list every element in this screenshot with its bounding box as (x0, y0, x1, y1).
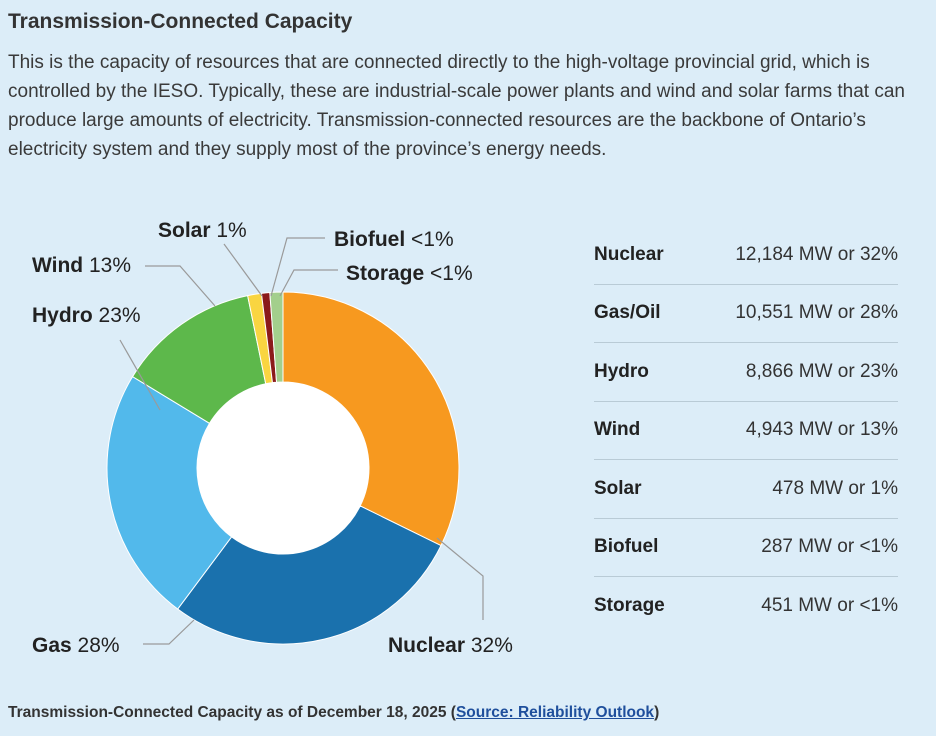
row-value: 4,943 MW or 13% (745, 419, 898, 441)
slice-label-solar: Solar 1% (158, 219, 247, 242)
slice-label-wind: Wind 13% (32, 254, 131, 277)
slice-label-name: Gas (32, 634, 72, 657)
row-name: Biofuel (594, 536, 659, 558)
slice-label-pct: 1% (211, 219, 247, 242)
row-value: 287 MW or <1% (761, 536, 898, 558)
slice-label-name: Biofuel (334, 228, 405, 251)
row-name: Nuclear (594, 243, 664, 265)
donut-slices (106, 291, 460, 645)
page-title: Transmission-Connected Capacity (8, 10, 353, 33)
slice-label-name: Hydro (32, 304, 93, 327)
slice-label-name: Wind (32, 254, 83, 277)
leader-line-solar (223, 243, 263, 297)
table-row: Solar 478 MW or 1% (594, 460, 898, 519)
slice-label-name: Solar (158, 219, 211, 242)
slice-labels: Nuclear 32% Gas 28% Hydro 23% Wind 13% Solar… (32, 219, 513, 657)
slice-label-pct: <1% (405, 228, 453, 251)
leader-line-gas-oil (143, 619, 195, 645)
row-value: 451 MW or <1% (761, 594, 898, 616)
caption-text: Transmission-Connected Capacity as of De… (8, 704, 451, 721)
row-name: Storage (594, 594, 665, 616)
slice-label-pct: 32% (465, 634, 513, 657)
slice-gas-oil (176, 505, 442, 645)
table-row: Nuclear 12,184 MW or 32% (594, 226, 898, 285)
leader-line-hydro (119, 339, 161, 411)
slice-label-pct: <1% (424, 262, 472, 285)
table-row: Biofuel 287 MW or <1% (594, 519, 898, 577)
row-value: 8,866 MW or 23% (745, 360, 898, 382)
table-row: Gas/Oil 10,551 MW or 28% (594, 285, 898, 343)
table-row: Hydro 8,866 MW or 23% (594, 343, 898, 402)
source-link[interactable]: Source: Reliability Outlook (455, 704, 655, 721)
slice-label-name: Storage (346, 262, 424, 285)
row-value: 10,551 MW or 28% (735, 302, 898, 324)
row-value: 12,184 MW or 32% (735, 243, 898, 265)
slice-label-gas-oil: Gas 28% (32, 634, 120, 657)
chart-caption: Transmission-Connected Capacity as of De… (8, 704, 659, 722)
row-name: Wind (594, 419, 641, 441)
leader-lines (119, 237, 484, 645)
slice-label-biofuel: Biofuel <1% (334, 228, 454, 251)
leader-line-biofuel (270, 237, 325, 297)
description: This is the capacity of resources that a… (8, 52, 905, 160)
slice-label-pct: 23% (93, 304, 141, 327)
slice-label-hydro: Hydro 23% (32, 304, 141, 327)
caption-close-paren: ) (654, 704, 660, 721)
slice-label-pct: 28% (72, 634, 120, 657)
row-value: 478 MW or 1% (772, 477, 898, 499)
leader-line-storage (279, 269, 338, 297)
leader-line-wind (145, 265, 216, 307)
leader-line-nuclear (436, 537, 484, 620)
caption-open-paren: ( (450, 704, 456, 721)
slice-label-storage: Storage <1% (346, 262, 473, 285)
slice-label-nuclear: Nuclear 32% (388, 634, 513, 657)
row-name: Hydro (594, 360, 649, 382)
donut-hole (197, 382, 369, 554)
table-row: Wind 4,943 MW or 13% (594, 402, 898, 460)
row-name: Solar (594, 477, 642, 499)
slice-label-name: Nuclear (388, 634, 465, 657)
donut-chart: Nuclear 32% Gas 28% Hydro 23% Wind 13% Solar… (32, 219, 513, 657)
capacity-table: Nuclear 12,184 MW or 32% Gas/Oil 10,551 … (594, 226, 898, 635)
table-row: Storage 451 MW or <1% (594, 577, 898, 635)
slice-label-pct: 13% (83, 254, 131, 277)
row-name: Gas/Oil (594, 302, 661, 324)
